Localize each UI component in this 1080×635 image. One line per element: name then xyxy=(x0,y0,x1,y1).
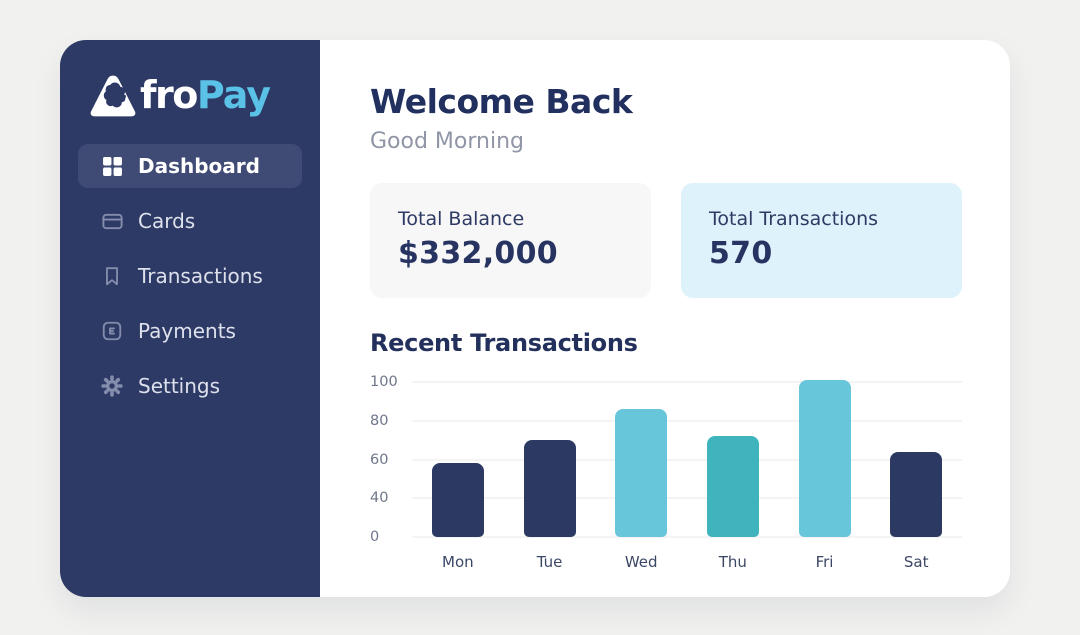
bar-slot-wed xyxy=(595,382,687,537)
bar-thu xyxy=(706,436,759,537)
gridline-40 xyxy=(412,497,962,499)
sidebar-item-cards[interactable]: Cards xyxy=(78,199,302,243)
bar-wed xyxy=(615,409,668,537)
bar-sat xyxy=(890,451,943,537)
logo-text-fro: fro xyxy=(140,73,198,117)
bookmark-icon xyxy=(100,265,124,287)
total-balance-label: Total Balance xyxy=(398,208,525,230)
bar-tue xyxy=(523,440,576,537)
x-axis-label-thu: Thu xyxy=(718,553,747,571)
gridline-80 xyxy=(412,420,962,422)
sidebar-item-payments[interactable]: Payments xyxy=(78,309,302,353)
payment-receipt-icon xyxy=(100,320,124,342)
x-axis-label-mon: Mon xyxy=(442,553,474,571)
recent-transactions-chart: 0 40 60 80 100 Mon Tue Wed Thu Fri Sat xyxy=(370,374,962,571)
bar-slot-mon xyxy=(412,382,504,537)
afropay-logo-a-icon xyxy=(90,75,136,116)
bar-fri xyxy=(798,380,851,537)
sidebar-nav: Dashboard Cards Transactions xyxy=(78,144,302,408)
total-balance-value: $332,000 xyxy=(398,236,558,271)
bar-slot-thu xyxy=(687,382,779,537)
x-axis-label-fri: Fri xyxy=(815,553,834,571)
stats-row: Total Balance $332,000 Total Transaction… xyxy=(370,183,962,298)
bar-slot-fri xyxy=(779,380,871,537)
y-axis-tick-100: 100 xyxy=(370,374,398,390)
total-transactions-value: 570 xyxy=(709,236,773,271)
sidebar-item-label: Payments xyxy=(138,319,236,343)
bar-slot-sat xyxy=(870,382,962,537)
page-title: Welcome Back xyxy=(370,82,633,121)
sidebar-item-label: Dashboard xyxy=(138,154,260,178)
afropay-logo: fro Pay xyxy=(78,64,302,126)
total-balance-card: Total Balance $332,000 xyxy=(370,183,651,298)
total-transactions-label: Total Transactions xyxy=(709,208,879,230)
y-axis: 0 40 60 80 100 xyxy=(370,374,412,545)
chart-plot-area xyxy=(412,380,962,538)
app-window: fro Pay Dashboard xyxy=(60,40,1010,597)
credit-card-icon xyxy=(100,210,124,233)
main-content: Welcome Back Good Morning Total Balance … xyxy=(320,40,1010,597)
gear-icon xyxy=(100,375,124,397)
sidebar-item-transactions[interactable]: Transactions xyxy=(78,254,302,298)
y-axis-tick-0: 0 xyxy=(370,529,380,545)
gridline-60 xyxy=(412,459,962,460)
recent-transactions-title: Recent Transactions xyxy=(370,329,638,357)
sidebar-item-dashboard[interactable]: Dashboard xyxy=(78,144,302,188)
x-axis-label-wed: Wed xyxy=(624,553,658,571)
gridline-0 xyxy=(412,536,962,538)
sidebar-item-label: Transactions xyxy=(138,264,263,288)
greeting-subtitle: Good Morning xyxy=(370,129,524,154)
x-axis-label-tue: Tue xyxy=(536,553,563,571)
y-axis-tick-80: 80 xyxy=(370,412,389,429)
y-axis-tick-40: 40 xyxy=(370,490,389,507)
gridline-100 xyxy=(412,381,962,383)
y-axis-tick-60: 60 xyxy=(370,451,389,468)
dashboard-grid-icon xyxy=(100,156,124,177)
x-axis-label-sat: Sat xyxy=(903,553,929,571)
logo-text-pay: Pay xyxy=(196,73,271,117)
bar-slot-tue xyxy=(504,382,596,537)
sidebar: fro Pay Dashboard xyxy=(60,40,320,597)
x-axis: Mon Tue Wed Thu Fri Sat xyxy=(412,537,962,571)
sidebar-item-label: Cards xyxy=(138,209,196,233)
sidebar-item-label: Settings xyxy=(138,374,221,398)
sidebar-item-settings[interactable]: Settings xyxy=(78,364,302,408)
bar-mon xyxy=(431,463,484,537)
bars-container xyxy=(412,380,962,537)
total-transactions-card: Total Transactions 570 xyxy=(681,183,962,298)
